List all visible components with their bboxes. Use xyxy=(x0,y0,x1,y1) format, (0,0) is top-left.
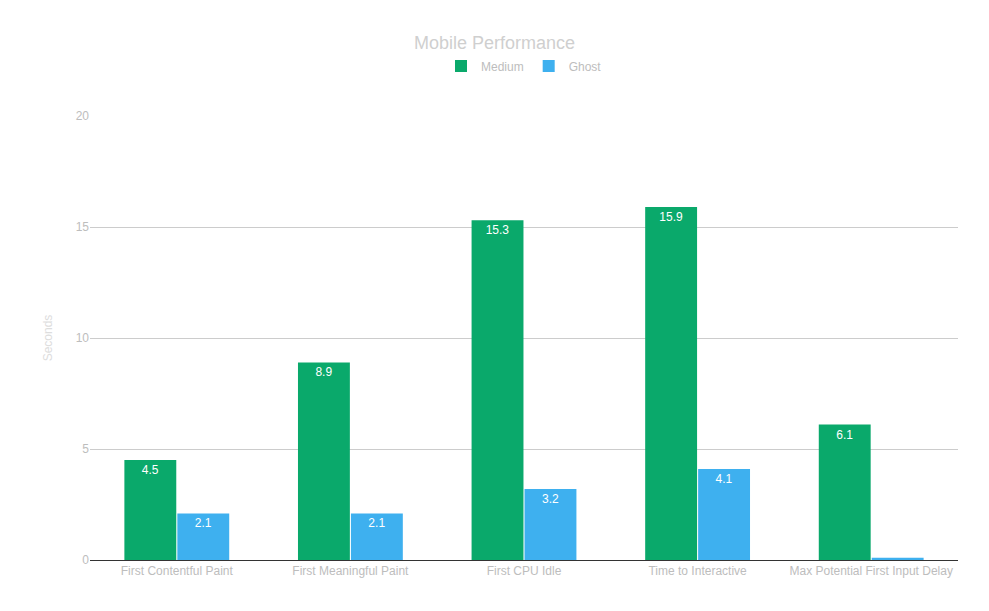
svg-text:2.1: 2.1 xyxy=(368,516,385,530)
svg-text:15.9: 15.9 xyxy=(659,210,683,224)
svg-text:15: 15 xyxy=(76,220,90,234)
svg-text:5: 5 xyxy=(82,442,89,456)
svg-text:0: 0 xyxy=(82,553,89,567)
svg-text:3.2: 3.2 xyxy=(542,492,559,506)
svg-text:6.1: 6.1 xyxy=(836,428,853,442)
svg-text:4.1: 4.1 xyxy=(716,472,733,486)
svg-text:First Meaningful Paint: First Meaningful Paint xyxy=(292,564,409,578)
svg-text:4.5: 4.5 xyxy=(142,463,159,477)
svg-text:Ghost: Ghost xyxy=(569,60,602,74)
svg-text:Seconds: Seconds xyxy=(41,315,55,362)
svg-text:Max Potential First Input Dela: Max Potential First Input Delay xyxy=(789,564,952,578)
svg-text:First Contentful Paint: First Contentful Paint xyxy=(121,564,234,578)
svg-text:10: 10 xyxy=(76,331,90,345)
svg-text:Time to Interactive: Time to Interactive xyxy=(648,564,747,578)
svg-text:15.3: 15.3 xyxy=(486,223,510,237)
svg-text:20: 20 xyxy=(76,109,90,123)
svg-text:Medium: Medium xyxy=(481,60,524,74)
svg-text:First CPU Idle: First CPU Idle xyxy=(487,564,562,578)
svg-text:2.1: 2.1 xyxy=(195,516,212,530)
svg-text:8.9: 8.9 xyxy=(315,365,332,379)
svg-text:Mobile Performance: Mobile Performance xyxy=(414,33,575,53)
